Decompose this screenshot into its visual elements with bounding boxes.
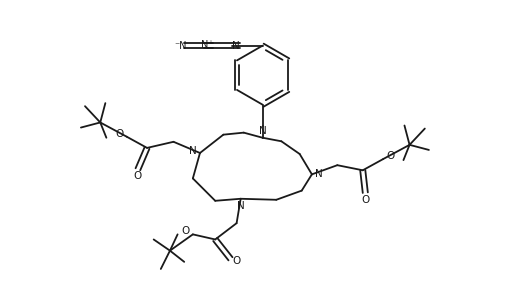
Text: N⁺: N⁺ (201, 40, 214, 50)
Text: O: O (232, 256, 241, 266)
Text: N: N (315, 169, 323, 179)
Text: O: O (386, 151, 394, 161)
Text: N: N (189, 146, 197, 156)
Text: ⁻N: ⁻N (174, 41, 186, 51)
Text: N: N (237, 201, 244, 211)
Text: O: O (181, 226, 190, 236)
Text: N: N (258, 126, 266, 136)
Text: O: O (134, 171, 142, 181)
Text: O: O (361, 195, 369, 205)
Text: O: O (115, 129, 124, 139)
Text: N: N (232, 41, 240, 51)
